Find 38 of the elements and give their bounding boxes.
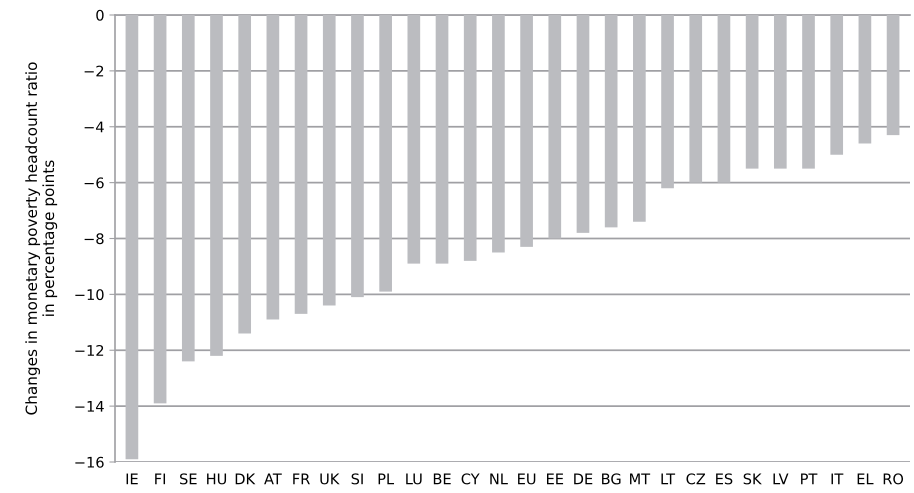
x-tick-label: LT [661,474,676,484]
y-tick-label: −12 [75,344,104,356]
x-tick-label: EE [547,474,564,484]
x-tick-label: SI [352,473,363,484]
y-tick-label: 0 [96,10,104,21]
y-tick-label: −14 [75,401,104,412]
x-tick-label: AT [264,474,282,484]
x-tick-label: UK [320,474,340,484]
x-tick-label: IE [126,474,138,484]
x-tick-label: CZ [686,473,706,484]
x-tick-label: MT [630,474,650,484]
x-tick-label: BE [434,474,451,484]
y-tick-label: −8 [84,233,104,244]
x-tick-label: LV [774,474,788,484]
y-tick-label: −6 [84,177,104,188]
x-tick-label: CY [462,473,480,484]
y-tick-label: −16 [75,456,104,468]
x-tick-label: LU [406,474,422,484]
x-tick-label: NL [490,474,508,484]
y-tick-label: −4 [84,122,104,132]
y-tick-label: −2 [84,66,104,76]
x-tick-label: SE [180,473,197,484]
x-tick-label: DE [574,474,592,484]
x-tick-label: DK [236,474,256,484]
x-tick-label: HU [207,474,226,484]
x-tick-label: PT [801,474,818,484]
x-tick-label: FI [155,474,166,484]
x-tick-label: EU [518,474,536,484]
x-tick-label: EL [858,474,874,484]
x-tick-label: RO [884,473,904,484]
x-tick-label: ES [716,473,732,484]
y-axis-title: Changes in monetary poverty headcount ratio in percentage points [25,62,58,415]
x-tick-label: BG [602,473,620,484]
x-tick-label: PL [378,474,394,484]
y-tick-label: −10 [75,289,104,300]
x-tick-label: FR [293,474,310,484]
x-tick-label: IT [832,474,844,484]
x-tick-label: SK [744,473,762,484]
